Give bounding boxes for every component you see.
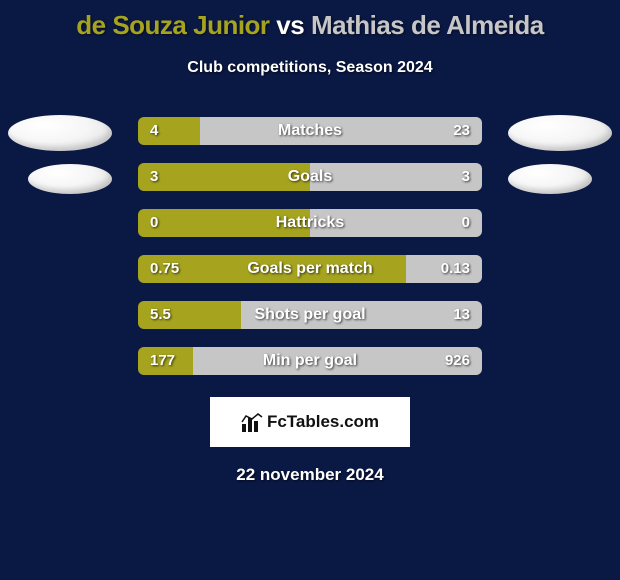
bar-segment-p1 <box>138 209 310 237</box>
stat-row: 177926Min per goal <box>0 345 620 391</box>
stat-bar <box>138 163 482 191</box>
title-player2: Mathias de Almeida <box>311 10 544 40</box>
fctables-logo: FcTables.com <box>210 397 410 447</box>
bar-segment-p1 <box>138 117 200 145</box>
bar-segment-p2 <box>193 347 482 375</box>
stat-value-p2: 23 <box>453 117 470 145</box>
title-player1: de Souza Junior <box>76 10 269 40</box>
bar-segment-p2 <box>310 163 482 191</box>
player1-avatar <box>8 115 112 151</box>
bar-segment-p2 <box>241 301 482 329</box>
stat-row: 33Goals <box>0 161 620 207</box>
stat-row: 0.750.13Goals per match <box>0 253 620 299</box>
stat-value-p1: 177 <box>150 347 175 375</box>
subtitle: Club competitions, Season 2024 <box>0 59 620 77</box>
stat-value-p2: 0 <box>462 209 470 237</box>
stat-bar <box>138 209 482 237</box>
bar-segment-p2 <box>310 209 482 237</box>
stat-bar <box>138 255 482 283</box>
stat-bar <box>138 347 482 375</box>
date-label: 22 november 2024 <box>0 465 620 485</box>
page-title: de Souza Junior vs Mathias de Almeida <box>0 0 620 41</box>
bar-segment-p2 <box>200 117 482 145</box>
stat-value-p1: 4 <box>150 117 158 145</box>
title-vs: vs <box>276 10 304 40</box>
stat-bar <box>138 301 482 329</box>
stat-row: 00Hattricks <box>0 207 620 253</box>
stat-value-p1: 0 <box>150 209 158 237</box>
stat-value-p2: 926 <box>445 347 470 375</box>
stat-value-p1: 3 <box>150 163 158 191</box>
stat-bar <box>138 117 482 145</box>
stat-value-p1: 5.5 <box>150 301 171 329</box>
stat-value-p2: 13 <box>453 301 470 329</box>
stat-row: 5.513Shots per goal <box>0 299 620 345</box>
stats-container: 423Matches33Goals00Hattricks0.750.13Goal… <box>0 115 620 391</box>
chart-icon <box>241 412 263 432</box>
player2-avatar <box>508 115 612 151</box>
stat-value-p2: 3 <box>462 163 470 191</box>
stat-value-p1: 0.75 <box>150 255 179 283</box>
stat-value-p2: 0.13 <box>441 255 470 283</box>
logo-text: FcTables.com <box>267 412 379 432</box>
stat-row: 423Matches <box>0 115 620 161</box>
player1-avatar <box>28 164 112 194</box>
player2-avatar <box>508 164 592 194</box>
bar-segment-p1 <box>138 163 310 191</box>
